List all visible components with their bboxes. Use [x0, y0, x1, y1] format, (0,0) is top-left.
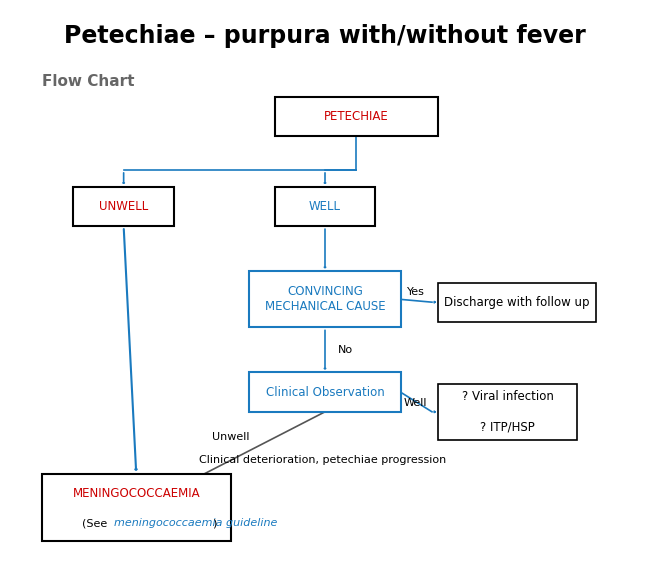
FancyBboxPatch shape	[250, 372, 400, 412]
Text: CONVINCING
MECHANICAL CAUSE: CONVINCING MECHANICAL CAUSE	[265, 285, 385, 314]
Text: Well: Well	[404, 398, 427, 408]
Text: WELL: WELL	[309, 200, 341, 213]
Text: Unwell: Unwell	[212, 432, 249, 442]
FancyBboxPatch shape	[438, 384, 577, 440]
FancyBboxPatch shape	[438, 282, 595, 322]
Text: No: No	[337, 345, 353, 355]
Text: (See: (See	[83, 518, 111, 528]
FancyBboxPatch shape	[73, 187, 174, 226]
Text: MENINGOCOCCAEMIA: MENINGOCOCCAEMIA	[72, 487, 200, 500]
Text: Petechiae – purpura with/without fever: Petechiae – purpura with/without fever	[64, 24, 586, 48]
Text: Discharge with follow up: Discharge with follow up	[444, 295, 590, 308]
Text: meningococcaemia guideline: meningococcaemia guideline	[114, 518, 278, 528]
Text: Flow Chart: Flow Chart	[42, 75, 135, 89]
Text: ? Viral infection

? ITP/HSP: ? Viral infection ? ITP/HSP	[462, 390, 553, 433]
Text: UNWELL: UNWELL	[99, 200, 148, 213]
Text: Clinical deterioration, petechiae progression: Clinical deterioration, petechiae progre…	[199, 455, 447, 464]
Text: Clinical Observation: Clinical Observation	[266, 386, 384, 399]
Text: ): )	[212, 518, 216, 528]
FancyBboxPatch shape	[250, 271, 400, 328]
FancyBboxPatch shape	[42, 473, 231, 541]
FancyBboxPatch shape	[275, 97, 438, 136]
Text: Yes: Yes	[407, 286, 424, 297]
FancyBboxPatch shape	[275, 187, 375, 226]
Text: PETECHIAE: PETECHIAE	[324, 110, 389, 123]
